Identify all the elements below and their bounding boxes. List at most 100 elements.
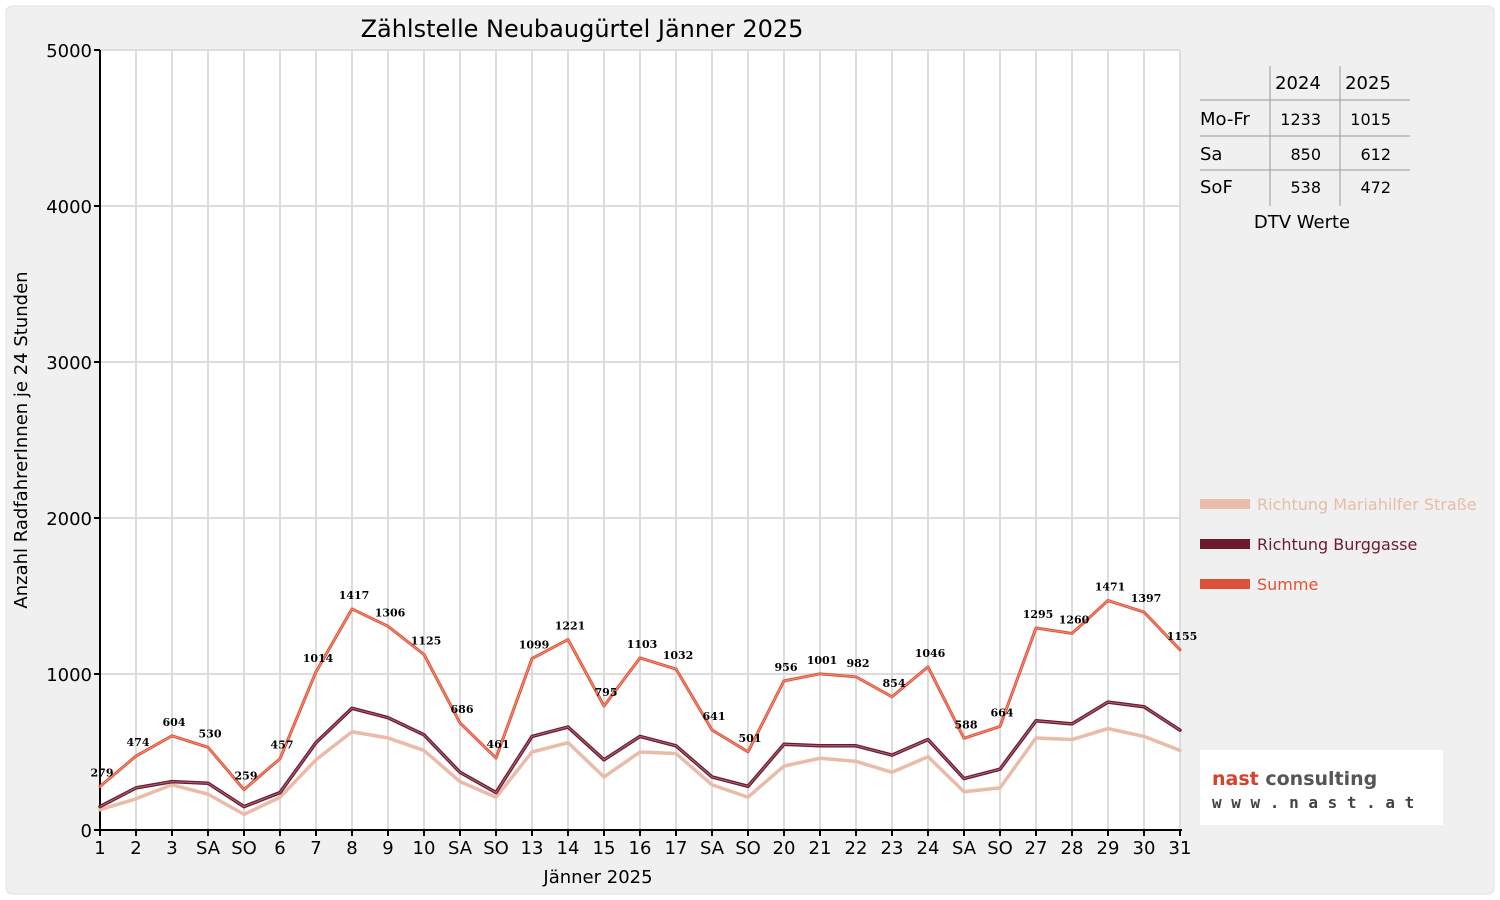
y-tick-label: 4000: [46, 197, 92, 218]
x-tick-label: 13: [521, 838, 544, 859]
x-tick-label: 1: [94, 838, 105, 859]
x-tick-label: 10: [413, 838, 436, 859]
data-label: 1155: [1167, 630, 1198, 643]
x-tick-label: 7: [310, 838, 321, 859]
x-tick-label: 30: [1133, 838, 1156, 859]
data-label: 686: [451, 703, 474, 716]
series-line-richtung-mariahilfer-stra-e: [98, 726, 1182, 817]
x-tick-label: 22: [845, 838, 868, 859]
x-tick-label: 31: [1169, 838, 1192, 859]
legend-swatch: [1200, 539, 1250, 549]
data-label: 1046: [915, 647, 946, 660]
x-tick-label: SA: [952, 838, 977, 859]
x-tick-label: 24: [917, 838, 940, 859]
data-label: 1417: [339, 589, 370, 602]
data-label: 982: [847, 657, 870, 670]
data-label: 795: [595, 686, 618, 699]
x-tick-label: 20: [773, 838, 796, 859]
data-label: 1260: [1059, 613, 1090, 626]
data-label: 461: [487, 738, 510, 751]
data-label: 1306: [375, 606, 406, 619]
data-label: 1125: [411, 635, 442, 648]
data-label: 664: [991, 706, 1014, 719]
x-tick-label: SO: [483, 838, 509, 859]
y-tick-label: 0: [81, 821, 92, 842]
table-cell: 538: [1290, 178, 1321, 197]
legend-label: Richtung Burggasse: [1257, 535, 1417, 554]
table-cell: 472: [1360, 178, 1391, 197]
table-row-label: Sa: [1200, 144, 1222, 165]
data-label: 1099: [519, 639, 550, 652]
x-tick-label: SA: [196, 838, 221, 859]
data-label: 956: [775, 661, 798, 674]
x-tick-label: SA: [448, 838, 473, 859]
data-label: 1032: [663, 649, 694, 662]
data-label: 1014: [303, 652, 334, 665]
legend-label: Richtung Mariahilfer Straße: [1257, 495, 1477, 514]
data-label: 530: [199, 727, 222, 740]
x-tick-label: 29: [1097, 838, 1120, 859]
x-tick-label: 27: [1025, 838, 1048, 859]
y-tick-label: 1000: [46, 665, 92, 686]
data-label: 1295: [1023, 608, 1054, 621]
x-tick-label: 17: [665, 838, 688, 859]
chart-title: Zählstelle Neubaugürtel Jänner 2025: [361, 15, 804, 43]
grid-layer: [100, 49, 1181, 830]
table-header-2024: 2024: [1275, 73, 1321, 94]
legend-swatch: [1200, 499, 1250, 509]
x-tick-label: 21: [809, 838, 832, 859]
data-label: 1001: [807, 654, 838, 667]
table-cell: 850: [1290, 145, 1321, 164]
logo-background: [1200, 750, 1443, 825]
table-cell: 1015: [1350, 110, 1391, 129]
data-label-layer: 279 474 604 530 259 457 1014 1417 1306 1125 686 461…: [91, 581, 1198, 783]
company-logo: nast consulting w w w . n a s t . a t: [1200, 750, 1443, 825]
data-label: 604: [163, 716, 186, 729]
y-tick-label: 3000: [46, 353, 92, 374]
data-label: 259: [235, 770, 258, 783]
y-axis-label: Anzahl RadfahrerInnen je 24 Stunden: [11, 271, 32, 608]
logo-text: nast consulting: [1212, 768, 1377, 790]
logo-url: w w w . n a s t . a t: [1212, 793, 1414, 812]
data-label: 279: [91, 766, 114, 779]
table-cell: 1233: [1280, 110, 1321, 129]
x-tick-label: SA: [700, 838, 725, 859]
x-tick-label: 23: [881, 838, 904, 859]
table-cell: 612: [1360, 145, 1391, 164]
x-tick-label: SO: [735, 838, 761, 859]
x-tick-label: 3: [166, 838, 177, 859]
legend: Richtung Mariahilfer Straße Richtung Burg…: [1200, 495, 1477, 594]
table-header-2025: 2025: [1345, 73, 1391, 94]
table-row-label: Mo-Fr: [1200, 109, 1250, 130]
x-tick-label: SO: [231, 838, 257, 859]
data-label: 1221: [555, 620, 586, 633]
x-tick-label: 14: [557, 838, 580, 859]
data-label: 854: [883, 677, 906, 690]
legend-label: Summe: [1257, 575, 1318, 594]
data-label: 457: [271, 739, 294, 752]
data-label: 1471: [1095, 581, 1126, 594]
x-tick-label: 28: [1061, 838, 1084, 859]
x-tick-label: 15: [593, 838, 616, 859]
table-caption: DTV Werte: [1254, 212, 1350, 233]
y-tick-label: 5000: [46, 41, 92, 62]
data-label: 1103: [627, 638, 658, 651]
data-label: 1397: [1131, 592, 1162, 605]
dtv-table: 2024 2025 Mo-Fr 1233 1015 Sa 850 612 SoF…: [1200, 66, 1410, 233]
table-row-label: SoF: [1200, 177, 1233, 198]
data-label: 588: [955, 718, 978, 731]
x-tick-label: 6: [274, 838, 285, 859]
x-tick-label: 2: [130, 838, 141, 859]
x-tick-label: 8: [346, 838, 357, 859]
legend-swatch: [1200, 579, 1250, 589]
series-highlight-summe: [99, 600, 1181, 791]
series-highlight-richtung-burggasse: [99, 701, 1181, 808]
data-label: 474: [127, 736, 150, 749]
series-layer: [98, 599, 1182, 817]
x-tick-label: SO: [987, 838, 1013, 859]
x-tick-label: 16: [629, 838, 652, 859]
data-label: 501: [739, 732, 762, 745]
x-axis-label: Jänner 2025: [542, 867, 652, 888]
